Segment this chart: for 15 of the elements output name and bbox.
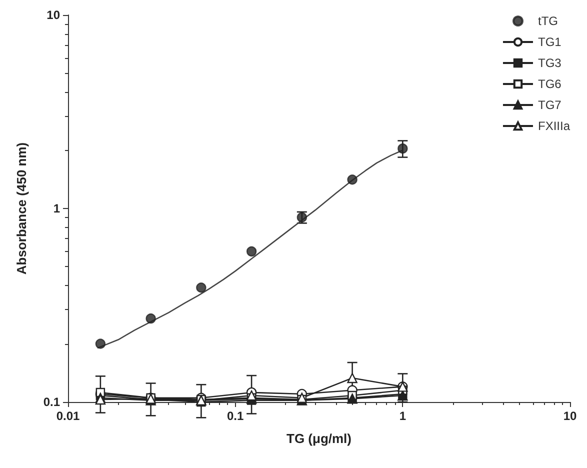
legend-label: TG3: [538, 56, 562, 70]
y-axis-title: Absorbance (450 nm): [14, 142, 29, 275]
legend-label: TG7: [538, 98, 562, 112]
x-tick-label: 1: [399, 409, 406, 423]
x-tick-label: 0.01: [56, 409, 80, 423]
legend-label: TG1: [538, 35, 562, 49]
legend-label: TG6: [538, 77, 562, 91]
legend-label: FXIIIa: [538, 119, 570, 133]
x-tick-label: 0.1: [226, 409, 244, 423]
legend-label: tTG: [538, 14, 558, 28]
x-axis-title: TG (μg/ml): [286, 431, 352, 446]
y-tick-label: 10: [46, 8, 60, 22]
y-tick-label: 1: [53, 202, 60, 216]
y-tick-label: 0.1: [43, 395, 60, 409]
x-tick-label: 10: [563, 409, 577, 423]
